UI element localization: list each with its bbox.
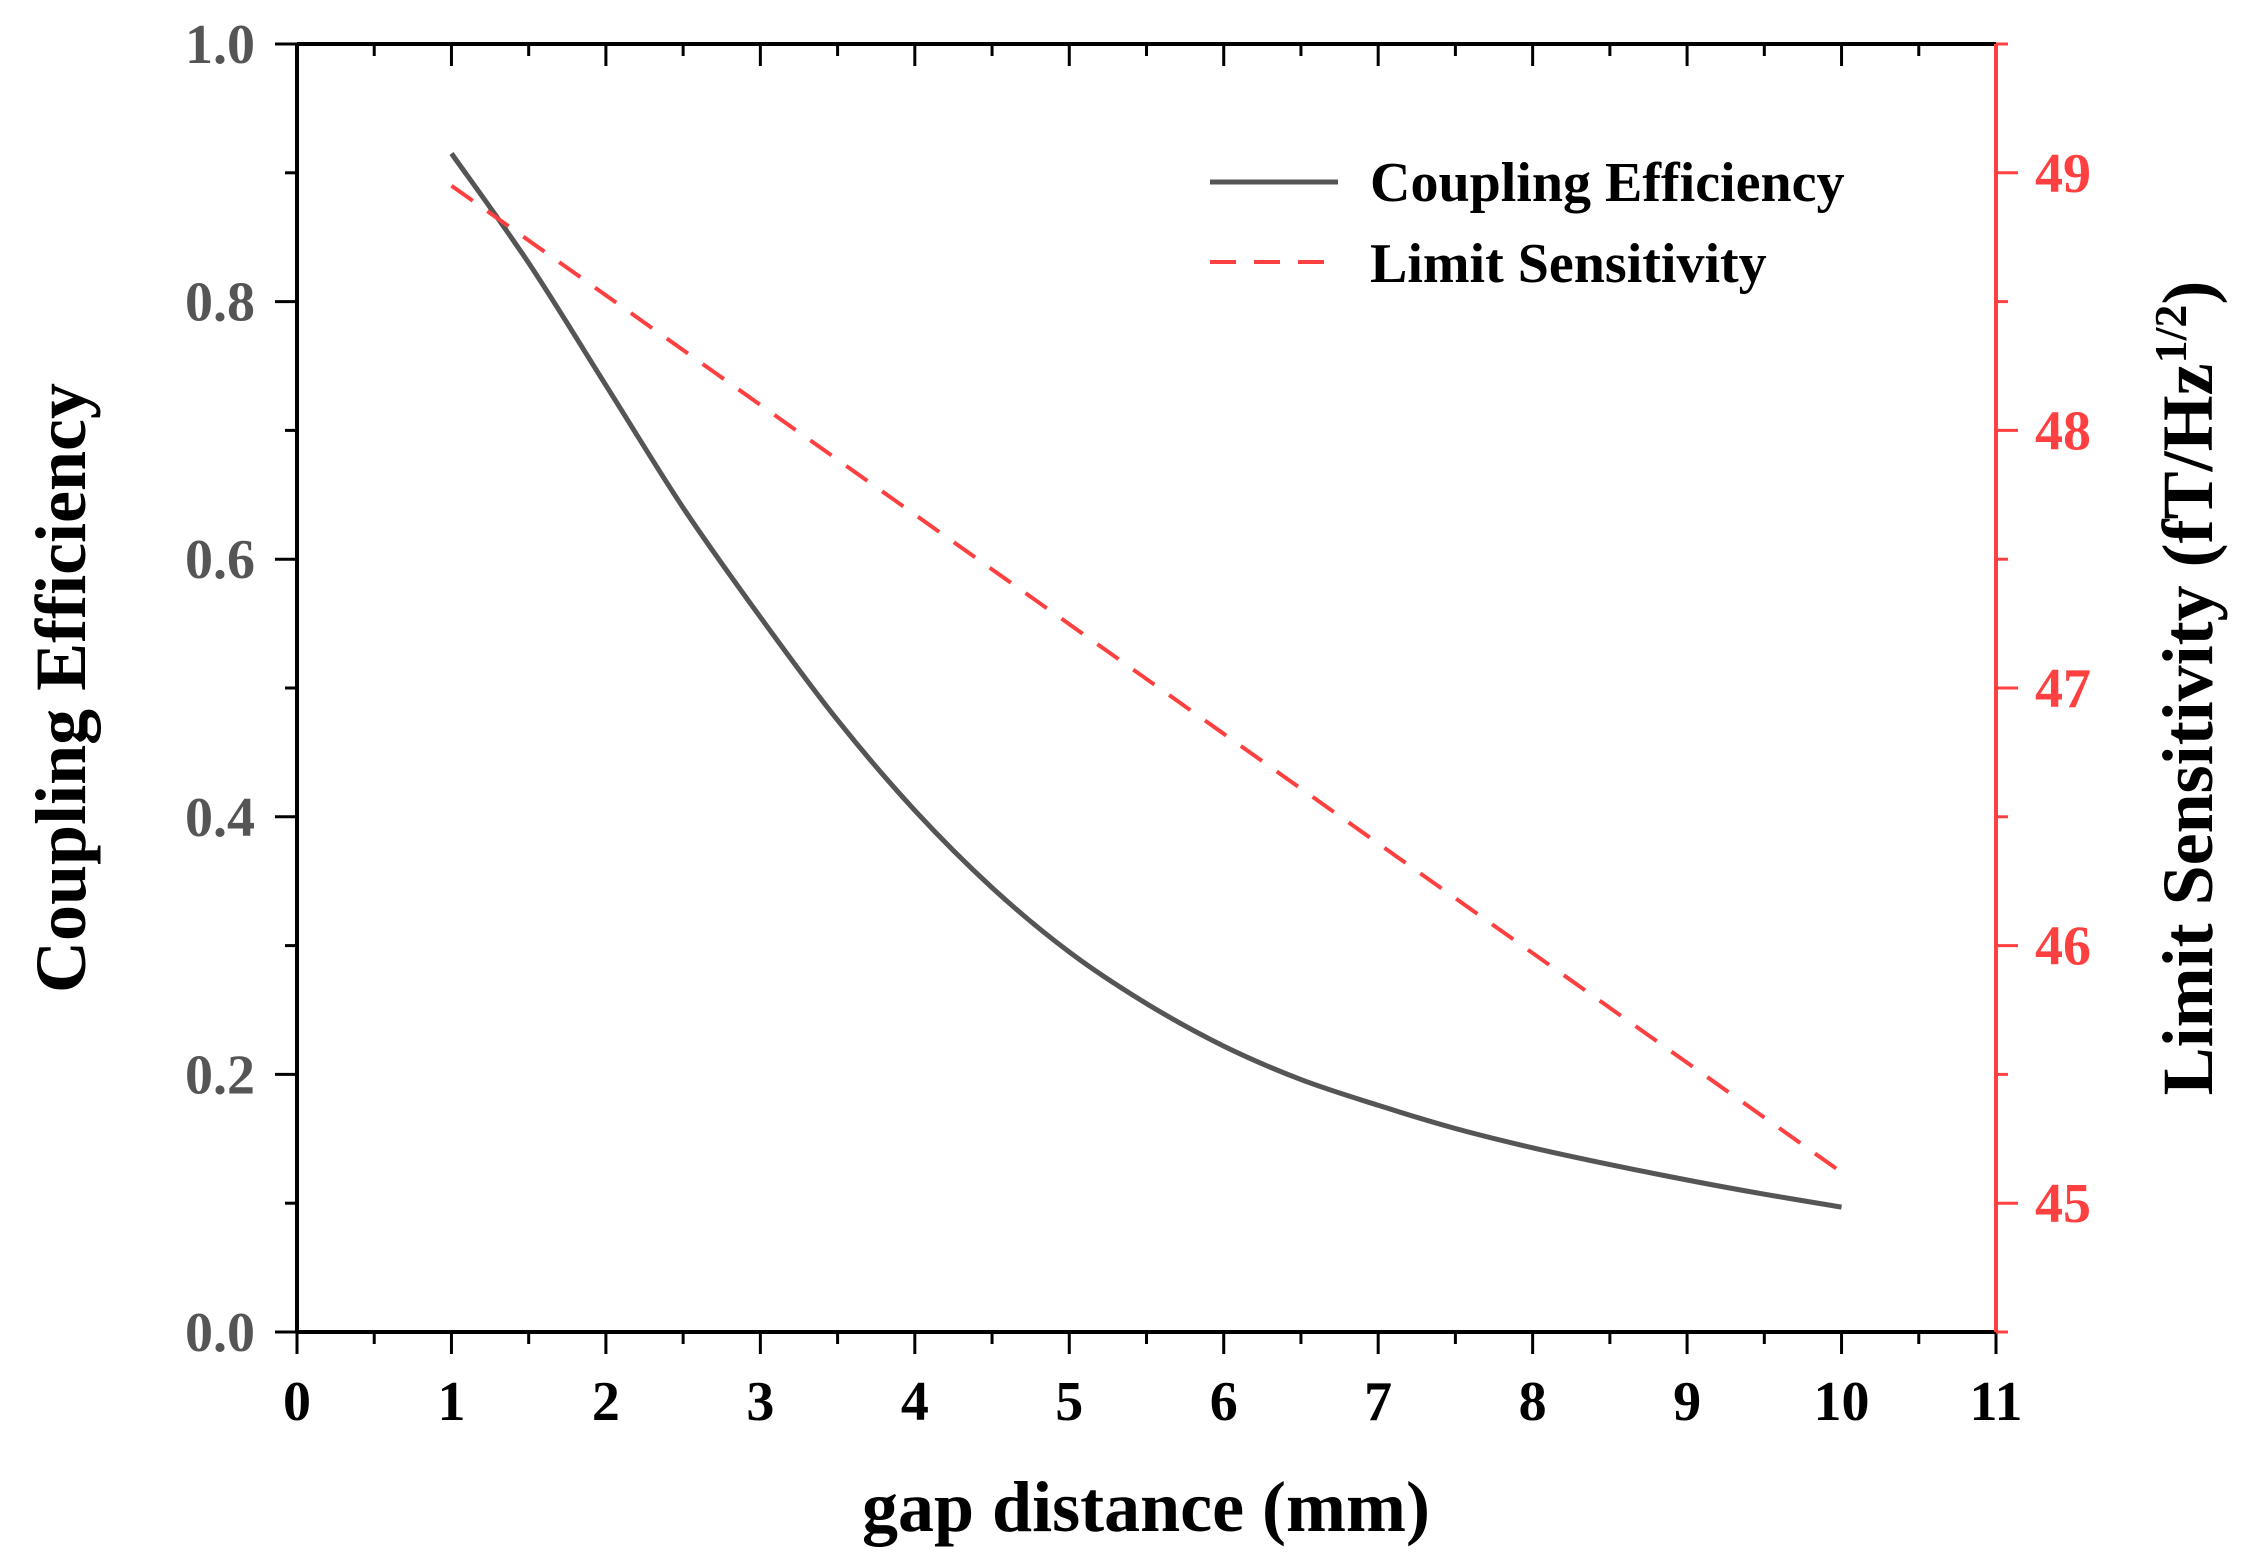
- series-limit-sensitivity-line: [450, 184, 1843, 1174]
- y-left-tick-label: 0.2: [185, 1044, 255, 1106]
- x-tick-label: 2: [592, 1371, 620, 1433]
- y-left-tick-label: 0.0: [185, 1302, 255, 1364]
- y-left-axis-title: Coupling Efficiency: [21, 383, 101, 993]
- y-right-tick-label: 47: [2035, 658, 2091, 720]
- y-right-tick-label: 46: [2035, 916, 2091, 978]
- y-left-tick-label: 0.4: [185, 787, 255, 849]
- x-tick-label: 6: [1210, 1371, 1238, 1433]
- x-tick-label: 3: [746, 1371, 774, 1433]
- x-tick-label: 0: [283, 1371, 311, 1433]
- y-right-axis-title-main: Limit Sensitivity (fT/Hz: [2148, 363, 2228, 1095]
- x-tick-label: 4: [901, 1371, 929, 1433]
- x-tick-label: 8: [1519, 1371, 1547, 1433]
- series-coupling-efficiency-line: [449, 152, 1842, 1210]
- y-right-tick-label: 48: [2035, 400, 2091, 462]
- y-left-tick-labels: 0.0 0.2 0.4 0.6 0.8 1.0: [185, 14, 255, 1364]
- x-tick-label: 9: [1673, 1371, 1701, 1433]
- legend-label-limit-sensitivity: Limit Sensitivity: [1370, 233, 1767, 295]
- y-right-axis-title-superscript: 1/2: [2145, 305, 2196, 364]
- x-tick-label: 5: [1055, 1371, 1083, 1433]
- x-axis-title: gap distance (mm): [862, 1467, 1430, 1547]
- x-tick-label: 11: [1970, 1371, 2023, 1433]
- y-right-axis-title-closing: ): [2148, 281, 2228, 305]
- y-right-axis-title: Limit Sensitivity (fT/Hz1/2): [2145, 281, 2228, 1096]
- legend-label-coupling-efficiency: Coupling Efficiency: [1370, 152, 1844, 214]
- y-right-tick-label: 45: [2035, 1173, 2091, 1235]
- x-tick-labels: 0 1 2 3 4 5 6 7 8 9 10 11: [283, 1371, 2022, 1433]
- y-left-tick-label: 1.0: [185, 14, 255, 76]
- legend: Coupling Efficiency Limit Sensitivity: [1210, 152, 1844, 295]
- x-tick-label: 10: [1814, 1371, 1870, 1433]
- y-left-tick-label: 0.6: [185, 529, 255, 591]
- y-right-tick-labels: 45 46 47 48 49: [2035, 143, 2091, 1235]
- x-tick-label: 7: [1364, 1371, 1392, 1433]
- y-left-tick-label: 0.8: [185, 272, 255, 334]
- y-right-tick-label: 49: [2035, 143, 2091, 205]
- x-tick-label: 1: [437, 1371, 465, 1433]
